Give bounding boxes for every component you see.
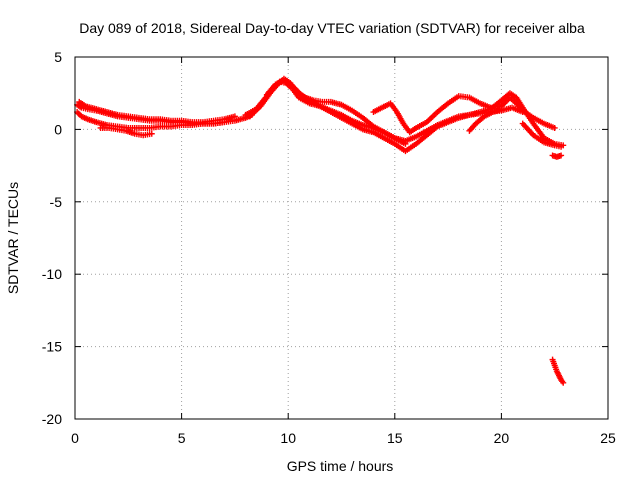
data-points — [74, 75, 567, 386]
grid — [75, 57, 608, 419]
data-point — [148, 130, 155, 137]
series-arc-9 — [519, 120, 565, 150]
x-axis-label: GPS time / hours — [287, 458, 394, 474]
data-point — [231, 113, 238, 120]
plot-frame — [74, 56, 609, 420]
chart-title: Day 089 of 2018, Sidereal Day-to-day VTE… — [79, 20, 585, 36]
series-arc-4 — [97, 124, 155, 139]
y-tick-label: -20 — [42, 411, 62, 427]
series-arc-3 — [76, 98, 238, 126]
x-tick-label: 5 — [178, 430, 186, 446]
data-point — [558, 143, 565, 150]
x-tick-label: 15 — [387, 430, 403, 446]
y-tick-label: -10 — [42, 266, 62, 282]
y-axis-label: SDTVAR / TECUs — [5, 182, 21, 294]
y-tick-label: 5 — [54, 49, 62, 65]
series-arc-8 — [370, 93, 558, 136]
y-tick-label: -15 — [42, 339, 62, 355]
data-point — [498, 106, 505, 113]
x-tick-label: 0 — [71, 430, 79, 446]
series-arc-11 — [549, 152, 565, 160]
x-tick-labels: 0 5 10 15 20 25 — [71, 430, 616, 446]
y-tick-labels: 5 0 -5 -10 -15 -20 — [42, 49, 62, 427]
x-tick-label: 25 — [600, 430, 616, 446]
x-tick-label: 20 — [494, 430, 510, 446]
series-arc-2 — [74, 109, 228, 131]
data-point — [551, 124, 558, 131]
series-arc-7 — [263, 77, 567, 155]
y-tick-label: -5 — [50, 194, 63, 210]
x-tick-label: 10 — [280, 430, 296, 446]
data-point — [560, 379, 567, 386]
y-tick-label: 0 — [54, 121, 62, 137]
series-arc-12 — [549, 356, 567, 386]
data-point — [558, 152, 565, 159]
series-arc-10 — [466, 106, 505, 134]
